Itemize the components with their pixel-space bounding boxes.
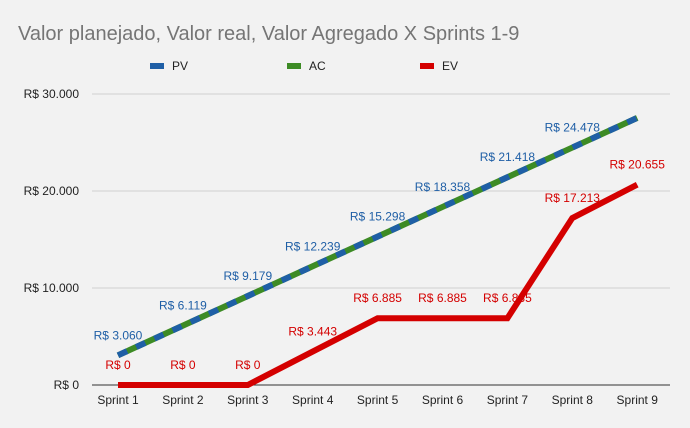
series-lines [116,115,639,388]
data-label-pv: R$ 21.418 [480,150,536,164]
data-label-pv: R$ 6.119 [159,299,207,313]
data-label-pv: R$ 3.060 [94,328,143,342]
x-tick-label: Sprint 3 [227,393,269,407]
data-label-pv: R$ 24.478 [545,121,601,135]
legend-label-ev: EV [442,59,458,73]
legend-label-ac: AC [309,59,326,73]
x-tick-label: Sprint 8 [552,393,594,407]
legend-swatch-ac [287,63,301,69]
data-label-pv: R$ 12.239 [285,239,341,253]
data-label-ev: R$ 20.655 [610,158,666,172]
y-tick-label: R$ 0 [54,378,80,392]
x-tick-label: Sprint 2 [162,393,204,407]
x-tick-label: Sprint 9 [617,393,659,407]
series-line-ev [118,181,639,388]
data-label-ev: R$ 3.443 [288,325,337,339]
data-label-ev: R$ 0 [105,358,131,372]
data-label-ev: R$ 6.885 [353,291,402,305]
data-label-pv: R$ 18.358 [415,180,471,194]
data-label-ev: R$ 0 [170,358,196,372]
data-label-pv: R$ 9.179 [223,269,272,283]
data-label-ev: R$ 6.885 [418,291,467,305]
data-label-pv: R$ 15.298 [350,210,406,224]
legend-swatch-pv [150,63,164,69]
x-tick-label: Sprint 6 [422,393,464,407]
legend: PV AC EV [150,59,458,73]
legend-label-pv: PV [172,59,188,73]
y-tick-label: R$ 20.000 [24,184,80,198]
x-tick-label: Sprint 5 [357,393,399,407]
x-tick-label: Sprint 4 [292,393,334,407]
x-axis: Sprint 1 Sprint 2 Sprint 3 Sprint 4 Sprint 5… [97,393,658,407]
y-tick-label: R$ 10.000 [24,281,80,295]
chart-title: Valor planejado, Valor real, Valor Agreg… [18,23,519,45]
y-tick-label: R$ 30.000 [24,87,80,101]
series-line-pv [116,115,639,359]
data-labels: R$ 3.060 R$ 6.119 R$ 9.179 R$ 12.239 R$ 15.2… [94,121,666,372]
y-axis: R$ 0 R$ 10.000 R$ 20.000 R$ 30.000 [24,87,80,392]
x-tick-label: Sprint 7 [487,393,529,407]
data-label-ev: R$ 6.885 [483,291,532,305]
data-label-ev: R$ 17.213 [545,191,601,205]
x-tick-label: Sprint 1 [97,393,139,407]
data-label-ev: R$ 0 [235,358,261,372]
legend-swatch-ev [420,63,434,69]
grid [92,93,670,386]
